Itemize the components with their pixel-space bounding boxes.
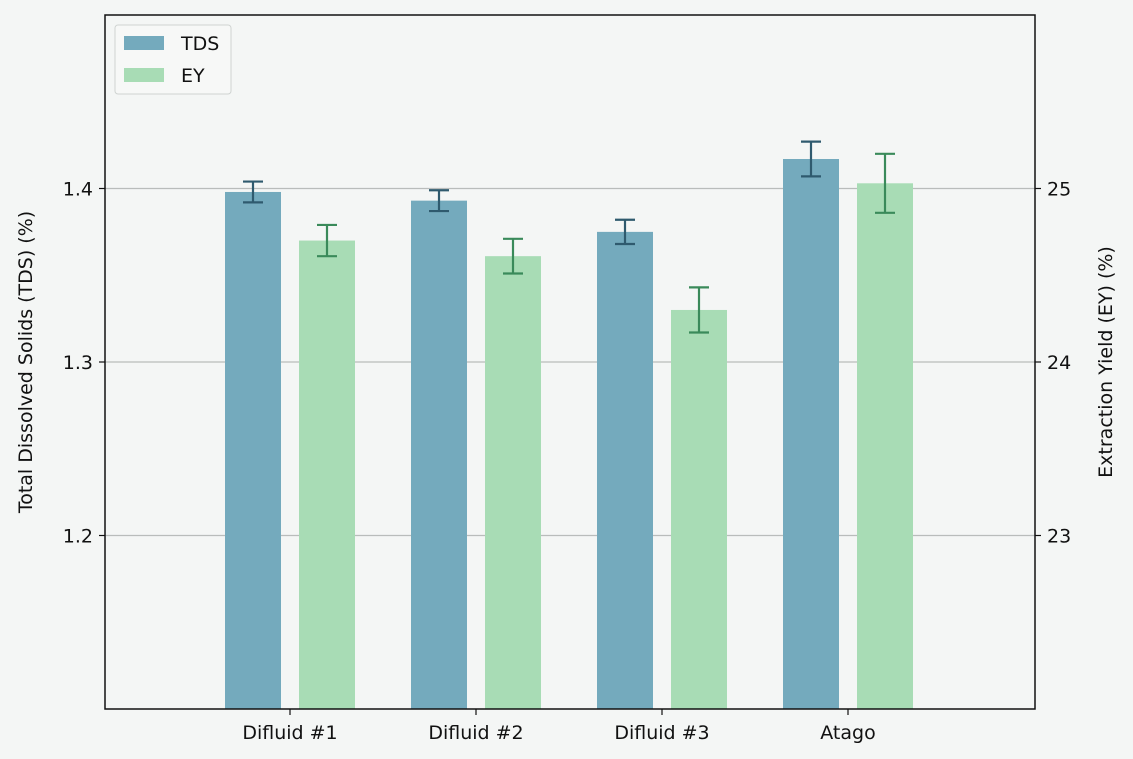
bar-ey [671,309,727,709]
bar-tds [783,159,839,709]
x-tick-label: Difluid #3 [614,722,709,744]
error-bars [243,140,895,334]
bar-ey [485,256,541,709]
bars [225,159,913,710]
bar-ey [299,240,355,710]
bar-tds [411,200,467,709]
y-tick-label-right: 23 [1047,526,1071,548]
legend-label-ey: EY [181,65,205,87]
legend-label-tds: TDS [180,33,219,55]
y-tick-label-left: 1.4 [63,179,93,201]
y-tick-label-right: 25 [1047,179,1071,201]
y-axis-label-left: Total Dissolved Solids (TDS) (%) [15,211,37,514]
x-tick-label: Difluid #2 [428,722,523,744]
axis-ticks: 1.2 1.3 1.4 23 24 25 Difluid #1 Difluid #2 Diflu… [63,179,1071,745]
y-axis-label-right: Extraction Yield (EY) (%) [1095,246,1117,478]
y-tick-label-left: 1.3 [63,352,93,374]
x-tick-label: Difluid #1 [242,722,337,744]
bar-tds [597,231,653,709]
y-tick-label-right: 24 [1047,352,1071,374]
y-tick-label-left: 1.2 [63,526,93,548]
legend-swatch-tds [124,36,164,50]
legend: TDS EY [114,24,232,95]
x-tick-label: Atago [820,722,875,744]
bar-tds [225,191,281,710]
legend-swatch-ey [124,68,164,82]
bar-ey [857,183,913,710]
